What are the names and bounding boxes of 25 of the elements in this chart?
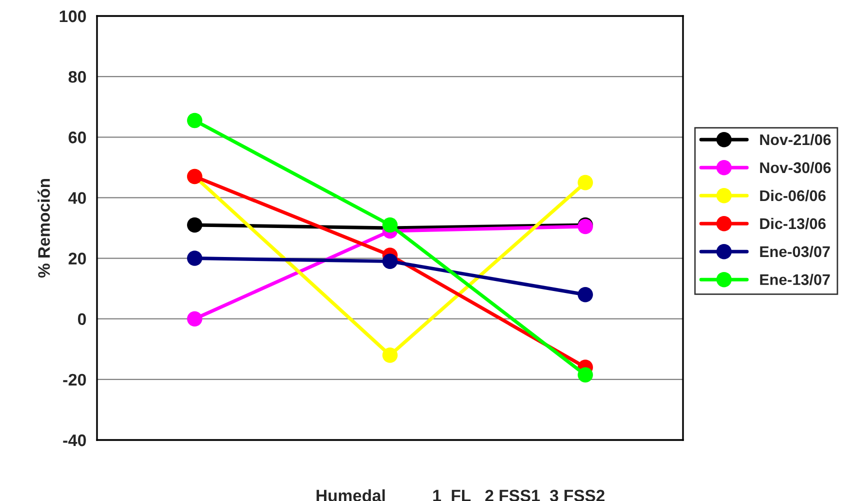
y-axis-title: % Remoción bbox=[38, 179, 50, 278]
point bbox=[187, 217, 202, 233]
legend-label: Ene-13/07 bbox=[760, 274, 830, 286]
point bbox=[578, 174, 593, 190]
legend-label: Nov-30/06 bbox=[760, 162, 831, 174]
point bbox=[187, 112, 202, 128]
point bbox=[382, 217, 398, 233]
y-tick-label: 40 bbox=[68, 192, 86, 204]
legend-label: Dic-13/06 bbox=[760, 218, 826, 230]
y-tick-label: -40 bbox=[63, 434, 86, 446]
y-tick-label: 60 bbox=[68, 132, 86, 144]
point bbox=[187, 250, 202, 266]
point bbox=[382, 254, 398, 269]
legend-label: Nov-21/06 bbox=[760, 134, 831, 146]
point bbox=[578, 367, 593, 383]
y-tick-label: 20 bbox=[68, 252, 86, 264]
y-tick-label: -20 bbox=[63, 374, 86, 386]
legend-label: Ene-03/07 bbox=[760, 246, 830, 258]
point bbox=[187, 311, 202, 326]
y-tick-label: 80 bbox=[68, 70, 86, 83]
y-tick-label: 100 bbox=[60, 10, 86, 22]
point bbox=[382, 348, 398, 363]
legend-label: Dic-06/06 bbox=[760, 190, 826, 202]
y-tick-label: 0 bbox=[78, 313, 86, 326]
point bbox=[578, 286, 593, 302]
